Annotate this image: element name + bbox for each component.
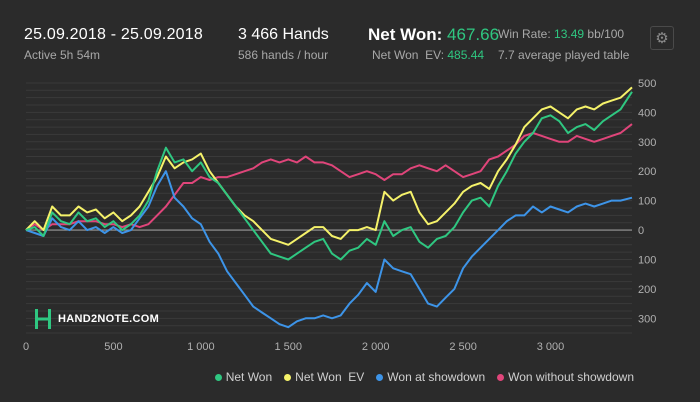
win-rate-unit: bb/100 [587, 27, 625, 41]
x-tick-label: 1 000 [187, 341, 215, 353]
legend-marker [214, 373, 222, 381]
net-won-value: 467.66 [447, 25, 500, 44]
win-rate-value: 13.49 [554, 27, 585, 41]
y-tick-label: 100 [638, 254, 656, 266]
y-tick-label: 100 [638, 196, 656, 208]
chart-legend: Net Won Net Won EV Won at showdown Won w… [214, 370, 634, 384]
average-tables: 7.7 average played table [498, 48, 630, 62]
x-tick-label: 3 000 [537, 341, 565, 353]
x-tick-label: 2 000 [362, 341, 390, 353]
settings-button[interactable]: ⚙ [650, 26, 674, 50]
hand2note-logo-icon [34, 308, 52, 330]
active-time: Active 5h 54m [24, 48, 101, 62]
series-lines [25, 86, 633, 329]
watermark-logo: HAND2NOTE.COM [34, 308, 159, 330]
legend-label: Net Won [225, 370, 273, 384]
y-tick-label: 300 [638, 137, 656, 149]
legend-marker [284, 373, 292, 381]
win-rate-label: Win Rate: [498, 27, 551, 41]
legend-marker [376, 373, 384, 381]
legend-item-won-at-showdown[interactable]: Won at showdown [376, 370, 485, 384]
stats-header: 25.09.2018 - 25.09.2018 Active 5h 54m 3 … [0, 0, 700, 70]
x-tick-label: 500 [104, 341, 122, 353]
hands-total: 3 466 Hands [238, 26, 329, 43]
legend-label: Won without showdown [508, 370, 634, 384]
legend-label: Net Won EV [295, 370, 365, 384]
net-won-ev-label: Net Won EV: [372, 48, 445, 62]
net-won-ev: Net Won EV: 485.44 [372, 48, 484, 62]
y-tick-label: 500 [638, 78, 656, 90]
y-tick-label: 0 [638, 225, 644, 237]
series-line-won-at-showdown [25, 170, 633, 329]
net-won: Net Won: 467.66 [368, 25, 499, 45]
watermark-text: HAND2NOTE.COM [58, 313, 160, 325]
series-line-net-won-ev [25, 86, 633, 246]
y-tick-label: 200 [638, 284, 656, 296]
x-tick-label: 1 500 [274, 341, 302, 353]
x-tick-label: 2 500 [449, 341, 477, 353]
legend-label: Won at showdown [387, 370, 486, 384]
series-line-net-won [25, 91, 633, 261]
legend-item-net-won-ev[interactable]: Net Won EV [284, 370, 364, 384]
y-tick-label: 300 [638, 313, 656, 325]
legend-marker [497, 373, 505, 381]
series-line-won-without-showdown [25, 123, 633, 232]
net-won-label: Net Won: [368, 25, 443, 44]
legend-item-net-won[interactable]: Net Won [214, 370, 273, 384]
legend-item-won-without-showdown[interactable]: Won without showdown [497, 370, 634, 384]
x-tick-label: 0 [23, 341, 29, 353]
y-tick-label: 200 [638, 166, 656, 178]
date-range: 25.09.2018 - 25.09.2018 [24, 26, 203, 43]
net-won-ev-value: 485.44 [447, 48, 485, 62]
gear-icon: ⚙ [655, 30, 669, 47]
y-tick-label: 400 [638, 107, 656, 119]
win-rate: Win Rate: 13.49 bb/100 [498, 27, 624, 41]
hands-per-hour: 586 hands / hour [238, 48, 329, 62]
